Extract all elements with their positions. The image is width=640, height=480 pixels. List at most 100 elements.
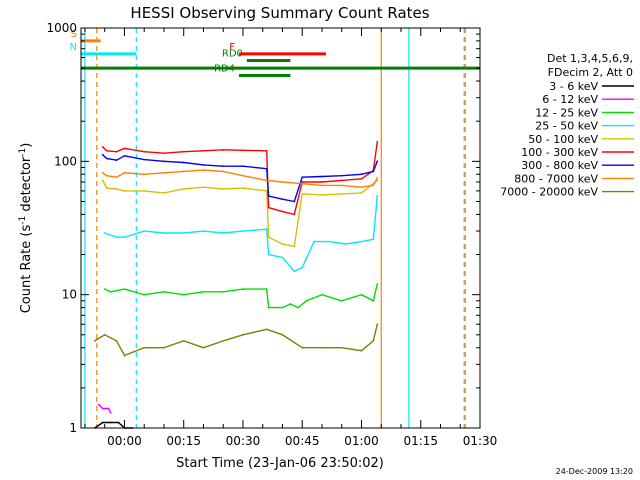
point-7000-20000-kev-5 [163,346,165,349]
point-800-7000-kev-3 [123,171,126,174]
point-50-100-kev-5 [163,191,165,194]
point-300-800-kev-4 [143,158,146,161]
point-100-300-kev-17 [360,177,363,180]
point-100-300-kev-0 [101,146,104,148]
point-300-800-kev-19 [376,160,379,163]
point-300-800-kev-16 [340,174,343,177]
point-800-7000-kev-8 [222,170,225,173]
x-axis-label: Start Time (23-Jan-06 23:50:02) [176,456,384,471]
point-800-7000-kev-0 [101,171,104,174]
legend-label-12-25-kev: 12 - 25 keV [535,106,598,119]
point-50-100-kev-15 [321,194,323,196]
point-50-100-kev-11 [267,236,270,239]
point-800-7000-kev-2 [115,176,118,179]
point-25-50-kev-11 [281,256,284,259]
point-800-7000-kev-4 [143,173,146,176]
x-tick-label-0000: 00:00 [107,434,142,448]
point-12-25-kev-16 [340,299,343,302]
point-300-800-kev-13 [293,200,296,203]
legend-label-800-7000-kev: 800 - 7000 keV [514,172,598,185]
point-100-300-kev-9 [242,149,244,152]
point-50-100-kev-1 [105,187,108,189]
point-7000-20000-kev-17 [376,323,379,326]
y-axis: 1 10 100 1000 [46,21,480,435]
point-800-7000-kev-17 [376,177,379,179]
point-800-7000-kev-13 [321,184,323,187]
point-7000-20000-kev-4 [143,346,146,349]
point-100-300-kev-11 [267,206,270,209]
point-25-50-kev-3 [143,230,146,232]
point-50-100-kev-12 [281,243,284,245]
point-50-100-kev-13 [293,245,296,248]
point-50-100-kev-14 [301,192,304,195]
point-300-800-kev-5 [163,160,165,163]
point-7000-20000-kev-15 [360,349,363,352]
point-800-7000-kev-12 [301,182,304,185]
state-label-rd4: RD4 [214,64,235,75]
point-800-7000-kev-15 [360,186,363,189]
point-300-800-kev-9 [242,165,244,168]
y-tick-label-100: 100 [54,154,77,168]
point-12-25-kev-15 [321,293,323,296]
point-300-800-kev-6 [182,161,185,164]
point-6-12-kev-3 [109,411,112,414]
chart-title: HESSI Observing Summary Count Rates [130,4,429,22]
y-axis-label: Count Rate (s-1 detector-1) [18,143,34,314]
point-7000-20000-kev-16 [372,340,375,342]
legend-label-25-50-kev: 25 - 50 keV [535,120,598,133]
point-100-300-kev-2 [115,150,118,153]
point-100-300-kev-19 [376,140,379,143]
point-100-300-kev-12 [281,210,284,213]
state-label-rd0: RD0 [222,49,243,60]
point-800-7000-kev-6 [182,170,185,173]
point-50-100-kev-6 [182,188,185,190]
point-100-300-kev-13 [293,213,296,216]
point-800-7000-kev-5 [163,171,165,174]
y-tick-label-1: 1 [69,421,77,435]
point-12-25-kev-17 [360,293,363,296]
point-25-50-kev-5 [182,232,185,234]
point-300-800-kev-12 [281,198,284,201]
point-12-25-kev-4 [163,290,165,293]
x-tick-label-0045: 00:45 [285,434,320,448]
series-100-300-kev [101,140,379,216]
point-50-100-kev-3 [123,190,126,192]
point-800-7000-kev-9 [242,174,244,177]
state-label-n: N [70,42,77,53]
point-7000-20000-kev-6 [182,340,185,342]
point-3-6-kev-2 [109,421,112,424]
x-axis: 00:00 00:15 00:30 00:45 01:00 01:15 01:30 [84,28,498,448]
point-7000-20000-kev-14 [340,346,343,349]
point-100-300-kev-5 [163,152,165,155]
point-7000-20000-kev-7 [202,346,205,349]
series-line-6-12-kev [98,404,112,414]
point-100-300-kev-1 [105,149,108,152]
point-100-300-kev-7 [202,149,205,152]
point-100-300-kev-4 [143,150,146,153]
point-12-25-kev-0 [103,288,106,291]
legend-label-100-300-kev: 100 - 300 keV [521,146,598,159]
point-25-50-kev-13 [301,266,304,269]
series-50-100-kev [101,179,379,248]
point-300-800-kev-2 [115,159,118,162]
x-tick-label-0130: 01:30 [463,434,498,448]
point-800-7000-kev-16 [372,184,375,187]
series-7000-20000-kev [93,323,379,357]
point-12-25-kev-11 [281,306,284,309]
point-300-800-kev-0 [101,153,104,156]
point-12-25-kev-7 [222,290,225,293]
point-6-12-kev-0 [97,403,100,406]
point-50-100-kev-16 [340,192,343,195]
x-tick-label-0015: 00:15 [166,434,201,448]
x-tick-label-0100: 01:00 [344,434,379,448]
y-tick-label-1000: 1000 [46,21,77,35]
footer-date: 24-Dec-2009 13:20 [556,467,633,476]
point-800-7000-kev-10 [265,179,268,182]
point-25-50-kev-0 [103,232,106,234]
point-300-800-kev-15 [321,175,323,178]
point-100-300-kev-16 [340,179,343,182]
point-50-100-kev-0 [101,179,104,182]
point-300-800-kev-3 [123,154,126,157]
y-tick-label-10: 10 [62,288,77,302]
